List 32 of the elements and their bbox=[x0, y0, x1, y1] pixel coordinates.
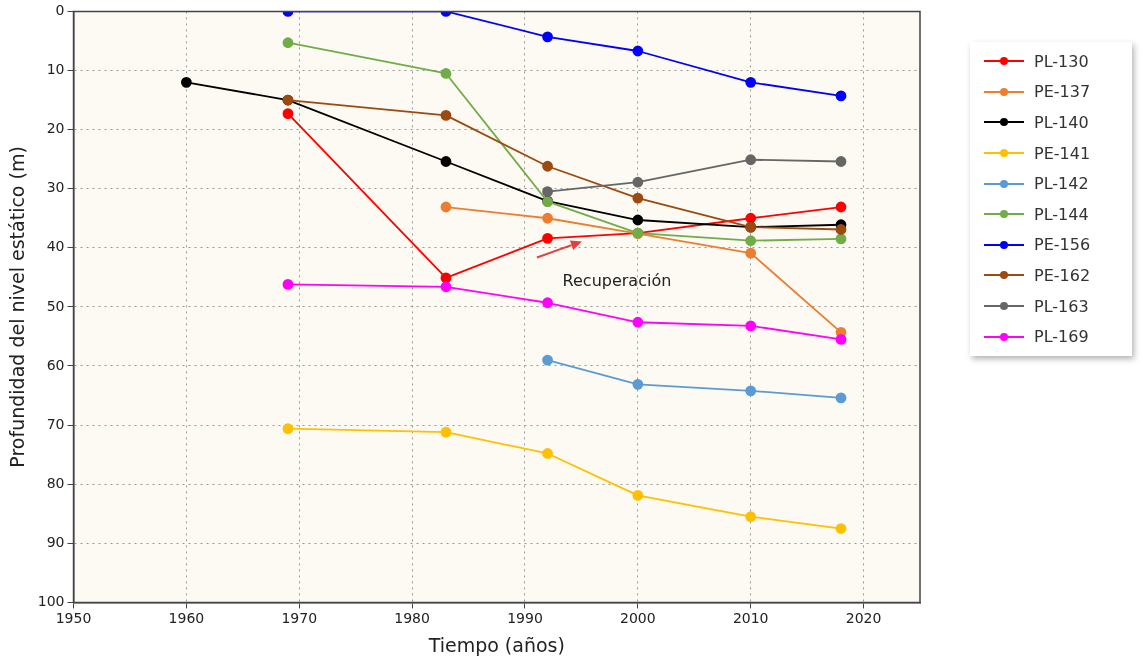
y-tick-label: 40 bbox=[46, 238, 65, 255]
y-tick-label: 90 bbox=[46, 533, 65, 550]
legend-label: PE-137 bbox=[1034, 82, 1091, 102]
y-tick-label: 30 bbox=[46, 179, 65, 196]
y-tick-label: 0 bbox=[55, 2, 65, 19]
y-tick-label: 60 bbox=[46, 356, 65, 373]
x-tick-label: 2020 bbox=[845, 610, 882, 627]
x-axis-title: Tiempo (años) bbox=[427, 633, 565, 656]
y-tick-label: 10 bbox=[46, 61, 65, 78]
x-tick-label: 1950 bbox=[55, 610, 92, 627]
x-tick-label: 2000 bbox=[620, 610, 656, 627]
annotation: Recuperación bbox=[562, 270, 672, 290]
y-tick-label: 50 bbox=[46, 297, 65, 314]
x-tick-label: 1980 bbox=[394, 610, 430, 627]
legend-label: PE-162 bbox=[1034, 265, 1091, 285]
x-tick-label: 1970 bbox=[281, 610, 318, 627]
y-axis-title: Profundidad del nivel estático (m) bbox=[6, 146, 29, 468]
legend-label: PE-141 bbox=[1034, 143, 1091, 163]
y-tick-label: 80 bbox=[46, 474, 65, 491]
legend-label: PL-140 bbox=[1034, 112, 1089, 132]
legend-label: PL-130 bbox=[1034, 51, 1089, 71]
y-tick-label: 20 bbox=[46, 120, 65, 137]
legend-label: PL-142 bbox=[1034, 174, 1089, 194]
legend-label: PE-156 bbox=[1034, 235, 1091, 255]
x-tick-label: 1990 bbox=[507, 610, 543, 627]
legend-label: PL-144 bbox=[1034, 204, 1089, 224]
y-tick-label: 70 bbox=[46, 415, 65, 432]
legend-label: PL-169 bbox=[1034, 327, 1089, 347]
x-tick-label: 1960 bbox=[168, 610, 205, 627]
y-tick-label: 100 bbox=[37, 593, 65, 610]
x-tick-label: 2010 bbox=[732, 610, 769, 627]
legend-label: PL-163 bbox=[1034, 296, 1089, 316]
